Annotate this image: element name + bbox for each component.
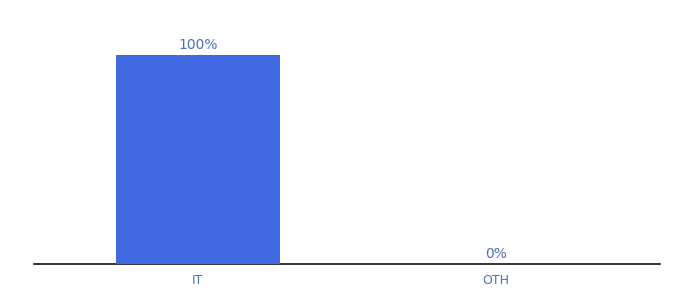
Text: 100%: 100% bbox=[178, 38, 218, 52]
Text: 0%: 0% bbox=[485, 247, 507, 261]
Bar bbox=[116, 55, 279, 264]
